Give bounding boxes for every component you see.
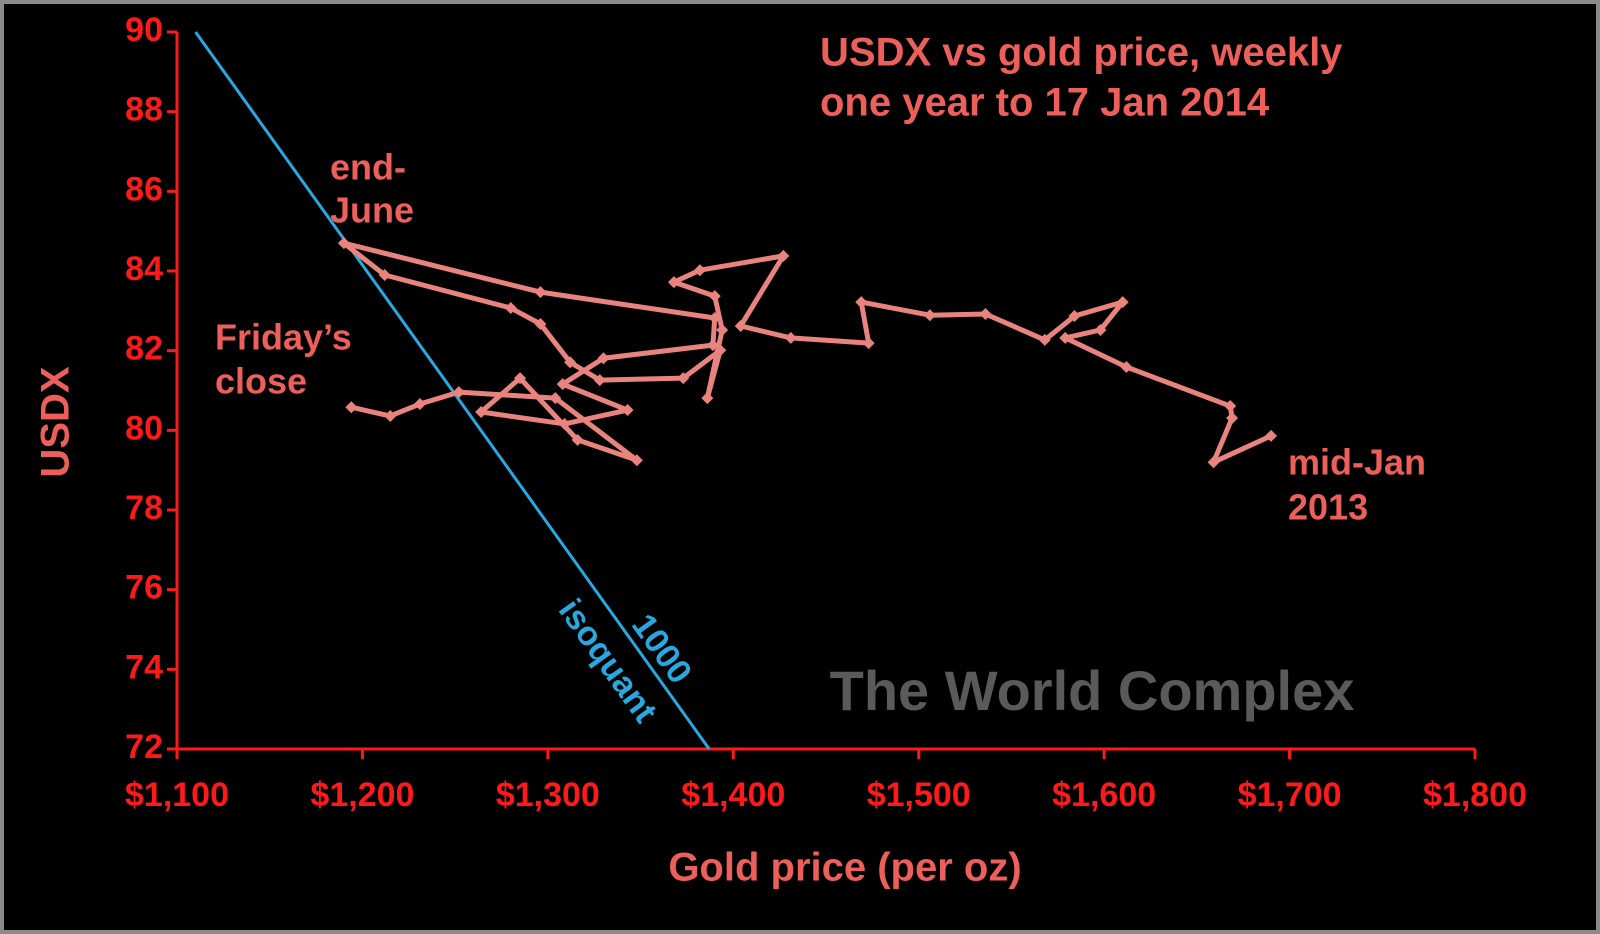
point bbox=[558, 417, 571, 430]
isoquant-line bbox=[194, 31, 711, 750]
y-tick-label: 88 bbox=[125, 91, 163, 129]
watermark: The World Complex bbox=[830, 659, 1355, 722]
point bbox=[734, 319, 747, 332]
point bbox=[378, 268, 391, 281]
annotation: end- bbox=[330, 147, 406, 188]
point bbox=[597, 352, 610, 365]
annotation: 2013 bbox=[1288, 487, 1368, 528]
point bbox=[708, 312, 721, 325]
x-tick-label: $1,600 bbox=[1052, 776, 1156, 814]
point bbox=[1224, 400, 1237, 413]
x-tick-label: $1,700 bbox=[1238, 776, 1342, 814]
point bbox=[855, 296, 868, 309]
point bbox=[784, 331, 797, 344]
annotation: close bbox=[215, 361, 307, 402]
point bbox=[345, 401, 358, 414]
point bbox=[667, 276, 680, 289]
point bbox=[475, 406, 488, 419]
point bbox=[1094, 323, 1107, 336]
point bbox=[716, 323, 729, 336]
y-tick-label: 72 bbox=[125, 728, 163, 766]
x-tick-label: $1,300 bbox=[496, 776, 600, 814]
y-tick-label: 86 bbox=[125, 170, 163, 208]
plot-background bbox=[4, 4, 1596, 930]
series-line bbox=[341, 240, 1273, 465]
point bbox=[706, 339, 719, 352]
point bbox=[923, 309, 936, 322]
y-tick-label: 76 bbox=[125, 569, 163, 607]
point bbox=[549, 392, 562, 405]
point bbox=[701, 392, 714, 405]
point bbox=[630, 454, 643, 467]
point bbox=[452, 386, 465, 399]
point bbox=[979, 308, 992, 321]
point bbox=[1059, 331, 1072, 344]
point bbox=[1207, 456, 1220, 469]
point bbox=[556, 378, 569, 391]
point bbox=[1265, 429, 1278, 442]
point bbox=[571, 433, 584, 446]
y-tick-label: 80 bbox=[125, 409, 163, 447]
point bbox=[714, 344, 727, 357]
x-tick-label: $1,500 bbox=[867, 776, 971, 814]
y-tick-label: 90 bbox=[125, 11, 163, 49]
point bbox=[1226, 411, 1239, 424]
point bbox=[1116, 296, 1129, 309]
x-tick-label: $1,800 bbox=[1423, 776, 1527, 814]
point bbox=[514, 372, 527, 385]
point bbox=[777, 249, 790, 262]
point bbox=[1120, 360, 1133, 373]
y-tick-label: 74 bbox=[125, 648, 163, 686]
point bbox=[677, 372, 690, 385]
annotation: mid-Jan bbox=[1288, 442, 1426, 483]
x-tick-label: $1,400 bbox=[681, 776, 785, 814]
point bbox=[1068, 310, 1081, 323]
point bbox=[564, 356, 577, 369]
point bbox=[593, 374, 606, 387]
annotation: Friday’s bbox=[215, 317, 352, 358]
point bbox=[504, 302, 517, 315]
y-tick-label: 84 bbox=[125, 250, 163, 288]
point bbox=[693, 264, 706, 277]
x-tick-label: $1,100 bbox=[125, 776, 229, 814]
y-tick-label: 78 bbox=[125, 489, 163, 527]
point bbox=[337, 237, 350, 250]
point bbox=[1038, 333, 1051, 346]
x-axis-label: Gold price (per oz) bbox=[668, 846, 1021, 890]
point bbox=[708, 290, 721, 303]
chart-title: one year to 17 Jan 2014 bbox=[820, 81, 1270, 125]
chart-title: USDX vs gold price, weekly bbox=[820, 31, 1343, 75]
x-tick-label: $1,200 bbox=[310, 776, 414, 814]
point bbox=[621, 404, 634, 417]
point bbox=[534, 317, 547, 330]
y-axis-label: USDX bbox=[34, 366, 78, 477]
point bbox=[384, 409, 397, 422]
y-tick-label: 82 bbox=[125, 330, 163, 368]
point bbox=[862, 337, 875, 350]
annotation: June bbox=[330, 190, 414, 231]
point bbox=[534, 286, 547, 299]
point bbox=[413, 398, 426, 411]
